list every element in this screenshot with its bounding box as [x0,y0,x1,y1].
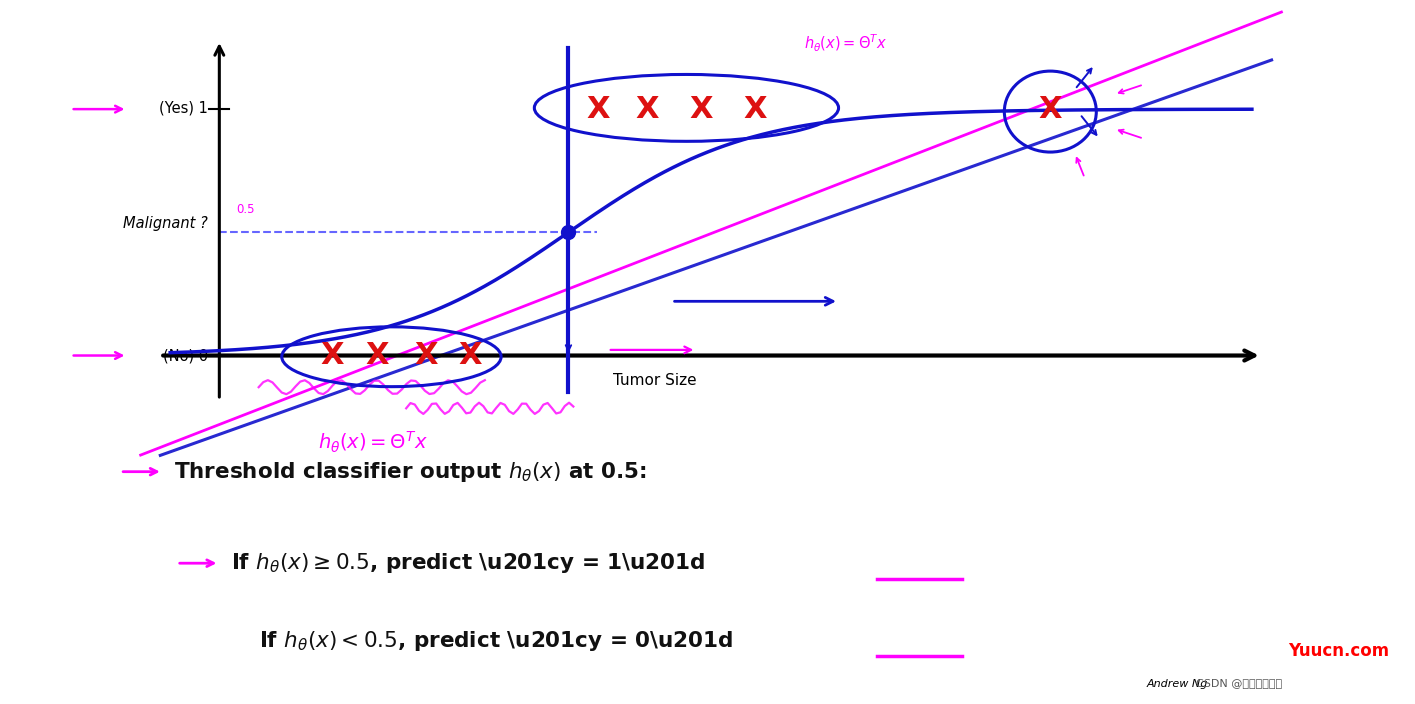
Text: $h_\theta(x)=\Theta^Tx$: $h_\theta(x)=\Theta^Tx$ [317,429,427,455]
Text: X: X [743,94,767,124]
Text: X: X [415,341,437,370]
Text: Andrew Ng: Andrew Ng [1146,679,1207,689]
Text: If $h_{\theta}(x) \geq 0.5$, predict \u201cy = 1\u201d: If $h_{\theta}(x) \geq 0.5$, predict \u2… [231,551,705,575]
Text: (No) 0: (No) 0 [163,348,208,363]
Text: X: X [635,94,659,124]
Text: X: X [365,341,389,370]
Text: Tumor Size: Tumor Size [613,373,696,388]
Text: Yuucn.com: Yuucn.com [1289,642,1390,660]
Text: (Yes) 1: (Yes) 1 [158,100,208,115]
Text: X: X [586,94,610,124]
Text: X: X [321,341,344,370]
Text: $h_\theta(x)=\Theta^Tx$: $h_\theta(x)=\Theta^Tx$ [805,33,887,54]
Text: X: X [458,341,483,370]
Text: X: X [1039,94,1063,124]
Text: If $h_{\theta}(x) < 0.5$, predict \u201cy = 0\u201d: If $h_{\theta}(x) < 0.5$, predict \u201c… [259,629,733,653]
Text: CSDN @计算机魔术师: CSDN @计算机魔术师 [1196,679,1282,689]
Text: X: X [689,94,713,124]
Text: Threshold classifier output $h_{\theta}(x)$ at 0.5:: Threshold classifier output $h_{\theta}(… [174,460,647,484]
Text: 0.5: 0.5 [236,203,255,216]
Text: Malignant ?: Malignant ? [123,216,208,232]
